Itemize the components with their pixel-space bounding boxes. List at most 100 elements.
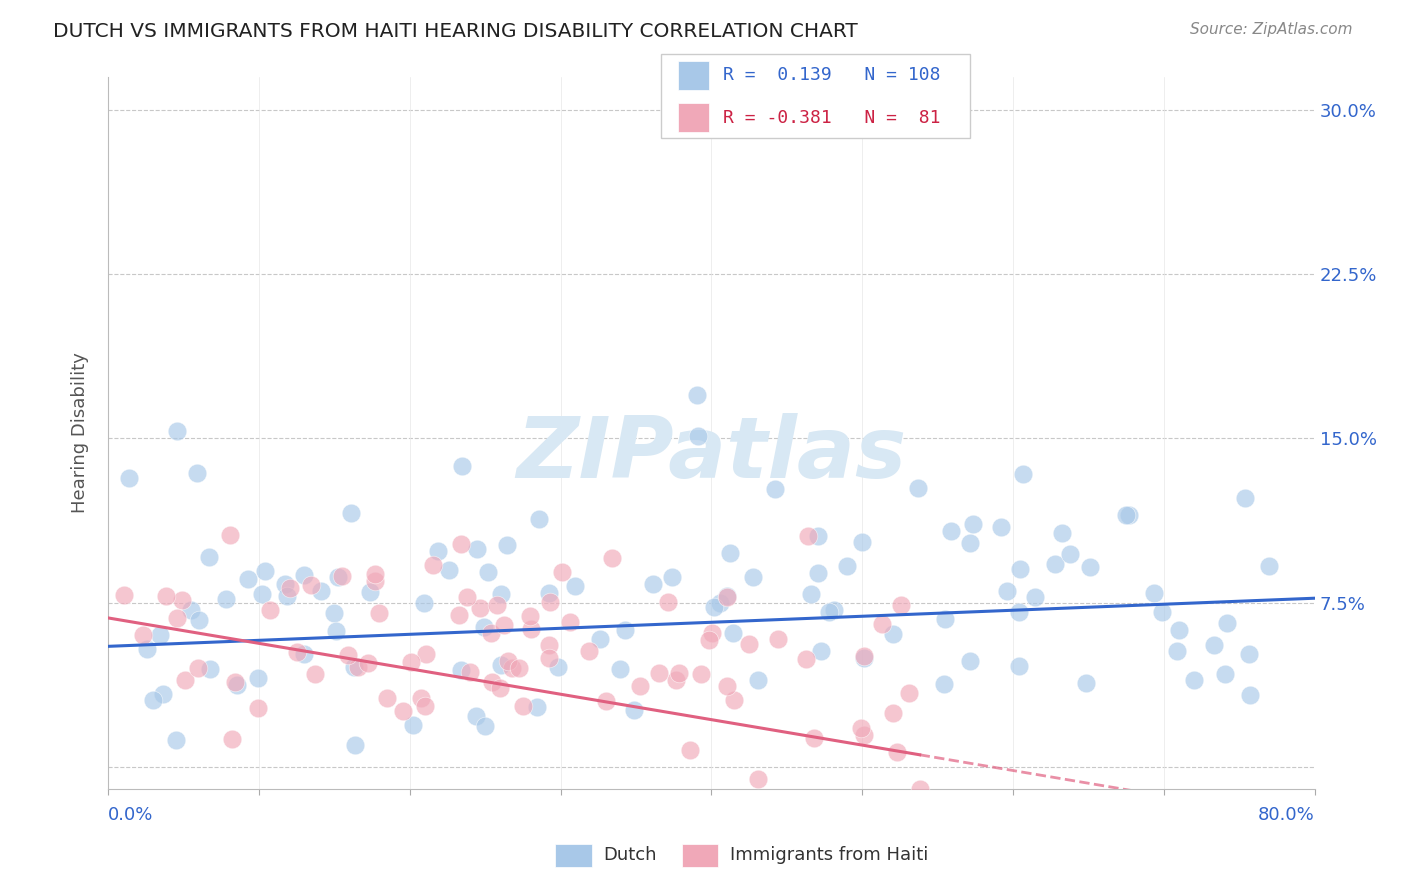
Point bbox=[520, 622, 543, 636]
Text: 80.0%: 80.0% bbox=[1258, 806, 1315, 824]
Point bbox=[747, 772, 769, 786]
Point bbox=[218, 528, 240, 542]
Text: R = -0.381   N =  81: R = -0.381 N = 81 bbox=[723, 109, 941, 127]
Point bbox=[890, 599, 912, 613]
Point bbox=[1115, 508, 1137, 523]
Point bbox=[309, 583, 332, 598]
Point bbox=[367, 606, 389, 620]
Point bbox=[526, 699, 548, 714]
Point bbox=[253, 564, 276, 578]
Point bbox=[810, 644, 832, 658]
Point bbox=[600, 550, 623, 565]
Point bbox=[685, 388, 707, 402]
Point bbox=[851, 722, 873, 736]
Point bbox=[375, 691, 398, 706]
Point bbox=[723, 693, 745, 707]
Point bbox=[180, 603, 202, 617]
Point bbox=[460, 665, 482, 679]
Point bbox=[132, 628, 155, 642]
Point bbox=[215, 592, 238, 607]
Text: Source: ZipAtlas.com: Source: ZipAtlas.com bbox=[1189, 22, 1353, 37]
Point bbox=[529, 512, 551, 526]
Point bbox=[668, 665, 690, 680]
Point bbox=[932, 677, 955, 691]
Point bbox=[415, 648, 437, 662]
Point bbox=[806, 529, 828, 543]
Point bbox=[339, 507, 361, 521]
Point bbox=[422, 558, 444, 572]
Point bbox=[835, 558, 858, 573]
Point bbox=[449, 608, 471, 623]
Point bbox=[766, 632, 789, 646]
Point bbox=[346, 660, 368, 674]
Point bbox=[519, 609, 541, 624]
Point bbox=[797, 529, 820, 543]
Point bbox=[343, 738, 366, 752]
Point bbox=[450, 663, 472, 677]
Point bbox=[697, 632, 720, 647]
Point bbox=[325, 624, 347, 638]
Point bbox=[1074, 676, 1097, 690]
Point bbox=[817, 605, 839, 619]
Point bbox=[285, 645, 308, 659]
Point bbox=[1007, 605, 1029, 619]
Point bbox=[538, 595, 561, 609]
Point bbox=[679, 742, 702, 756]
Point bbox=[794, 652, 817, 666]
Point bbox=[870, 617, 893, 632]
Point bbox=[174, 673, 197, 688]
Point bbox=[886, 746, 908, 760]
Point bbox=[474, 719, 496, 733]
Point bbox=[198, 550, 221, 565]
Point bbox=[1213, 666, 1236, 681]
Point bbox=[472, 620, 495, 634]
Point bbox=[807, 566, 830, 580]
Point bbox=[1237, 647, 1260, 661]
Point bbox=[690, 667, 713, 681]
Point bbox=[716, 679, 738, 693]
Point bbox=[959, 536, 981, 550]
Point bbox=[1233, 491, 1256, 505]
Point bbox=[564, 579, 586, 593]
Point bbox=[363, 567, 385, 582]
Point bbox=[278, 582, 301, 596]
Point bbox=[477, 566, 499, 580]
Point bbox=[718, 546, 741, 560]
Point bbox=[851, 535, 873, 549]
Point bbox=[323, 606, 346, 620]
Point bbox=[657, 595, 679, 609]
Point bbox=[118, 471, 141, 485]
Point bbox=[623, 703, 645, 717]
Point bbox=[304, 667, 326, 681]
Point bbox=[411, 690, 433, 705]
Point bbox=[412, 596, 434, 610]
Point bbox=[187, 661, 209, 675]
Point bbox=[1024, 590, 1046, 604]
Point bbox=[934, 612, 956, 626]
Point bbox=[246, 700, 269, 714]
Point bbox=[481, 675, 503, 690]
Point bbox=[155, 590, 177, 604]
Point bbox=[343, 659, 366, 673]
Point bbox=[225, 678, 247, 692]
Point bbox=[959, 654, 981, 668]
Point bbox=[1239, 689, 1261, 703]
Point bbox=[803, 731, 825, 745]
Point bbox=[558, 615, 581, 629]
Point bbox=[326, 570, 349, 584]
Point bbox=[259, 603, 281, 617]
Text: R =  0.139   N = 108: R = 0.139 N = 108 bbox=[723, 66, 941, 84]
Point bbox=[1182, 673, 1205, 687]
Point bbox=[665, 673, 688, 687]
Point bbox=[450, 536, 472, 550]
Point bbox=[609, 662, 631, 676]
Point bbox=[589, 632, 612, 646]
Point bbox=[165, 732, 187, 747]
Point bbox=[501, 661, 523, 675]
Point bbox=[1142, 586, 1164, 600]
Point bbox=[152, 686, 174, 700]
Point bbox=[823, 603, 845, 617]
Point bbox=[1012, 467, 1035, 481]
Point bbox=[738, 637, 761, 651]
Point bbox=[628, 679, 651, 693]
